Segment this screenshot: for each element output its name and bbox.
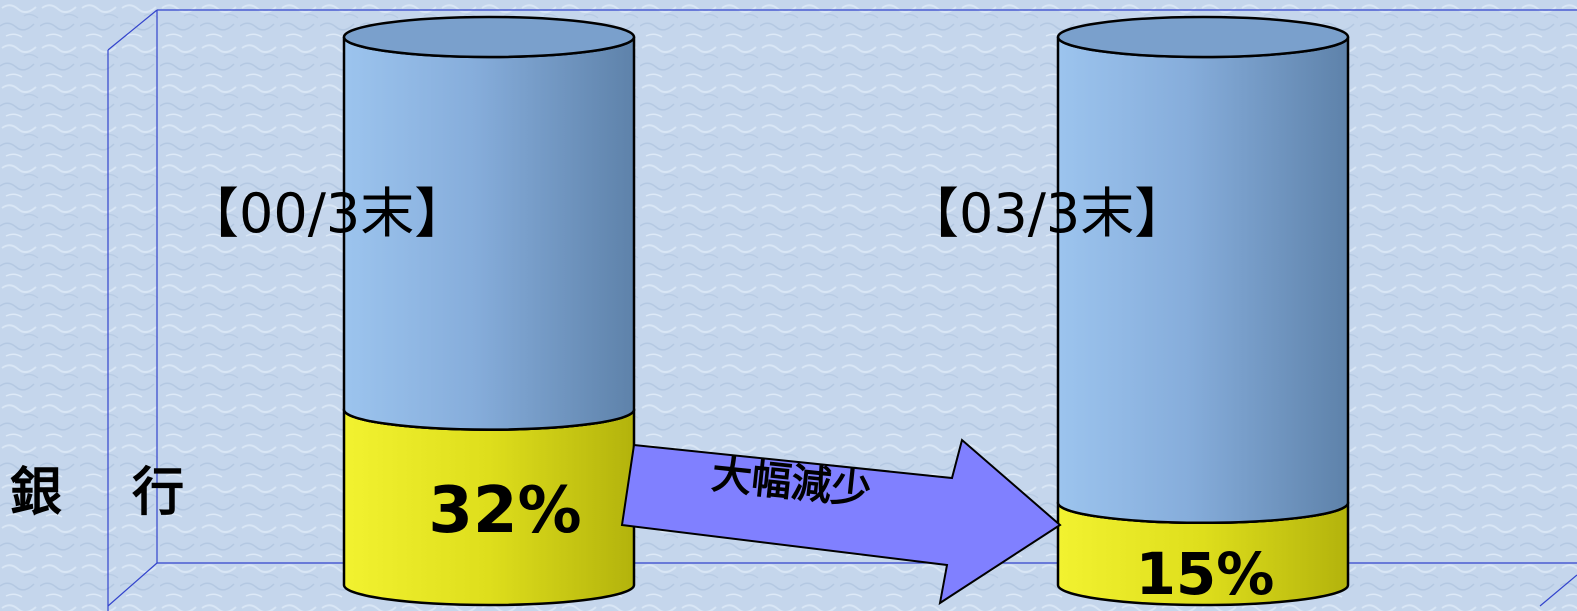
data-label-0: 32% (428, 474, 581, 548)
bar-cap-1-0 (342, 15, 636, 59)
data-label-1: 15% (1136, 540, 1275, 608)
row-label: 銀 行 (10, 463, 184, 523)
cylinders (342, 15, 1350, 607)
category-label-1: 【03/3末】 (905, 182, 1188, 245)
category-label-0: 【00/3末】 (185, 182, 468, 245)
arrow-shape (620, 438, 1062, 606)
bar-cap-1-1 (1056, 15, 1350, 59)
bar-1-1 (1056, 36, 1350, 525)
